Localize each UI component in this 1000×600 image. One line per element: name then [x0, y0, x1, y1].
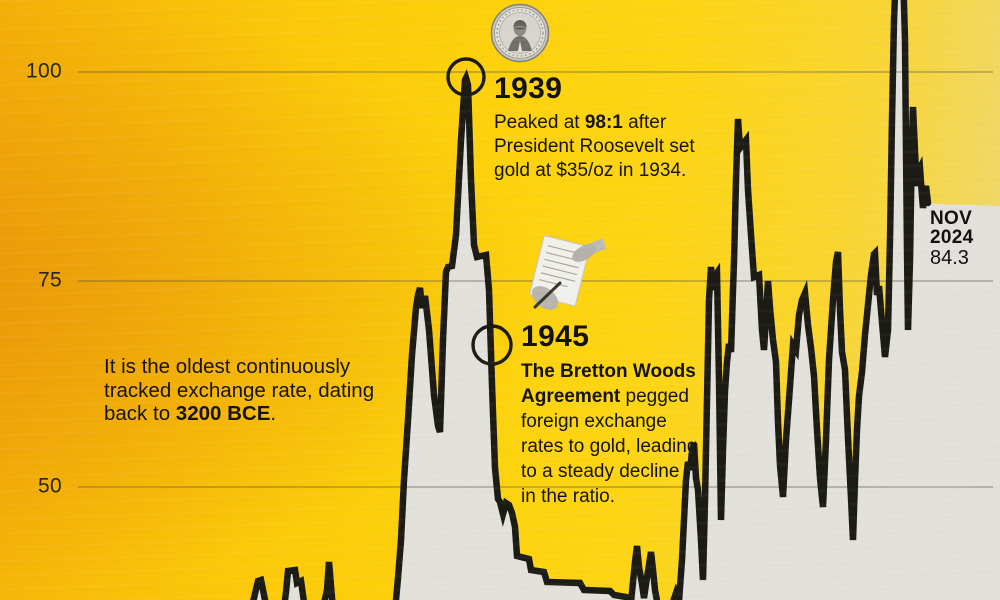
annotation-1939-year: 1939 [494, 72, 563, 105]
oldest-rate-note: It is the oldest continuously tracked exc… [104, 355, 375, 425]
latest-month: NOV [930, 208, 973, 229]
latest-value-label: NOV 2024 84.3 [930, 209, 973, 268]
y-tick-50: 50 [38, 474, 62, 498]
y-tick-75: 75 [38, 268, 62, 292]
annotation-1939: 1939 Peaked at 98:1 after President Roose… [494, 74, 695, 183]
annotation-1945-text: The Bretton Woods Agreement pegged foreign… [521, 361, 698, 507]
y-tick-100: 100 [26, 59, 62, 83]
latest-ratio-value: 84.3 [930, 247, 969, 269]
latest-year: 2024 [930, 227, 974, 248]
annotation-1945: 1945 The Bretton Woods Agreement pegged fo… [521, 322, 697, 509]
annotation-1939-text: Peaked at 98:1 after President Roosevelt … [494, 112, 695, 181]
annotation-1945-year: 1945 [521, 320, 590, 353]
